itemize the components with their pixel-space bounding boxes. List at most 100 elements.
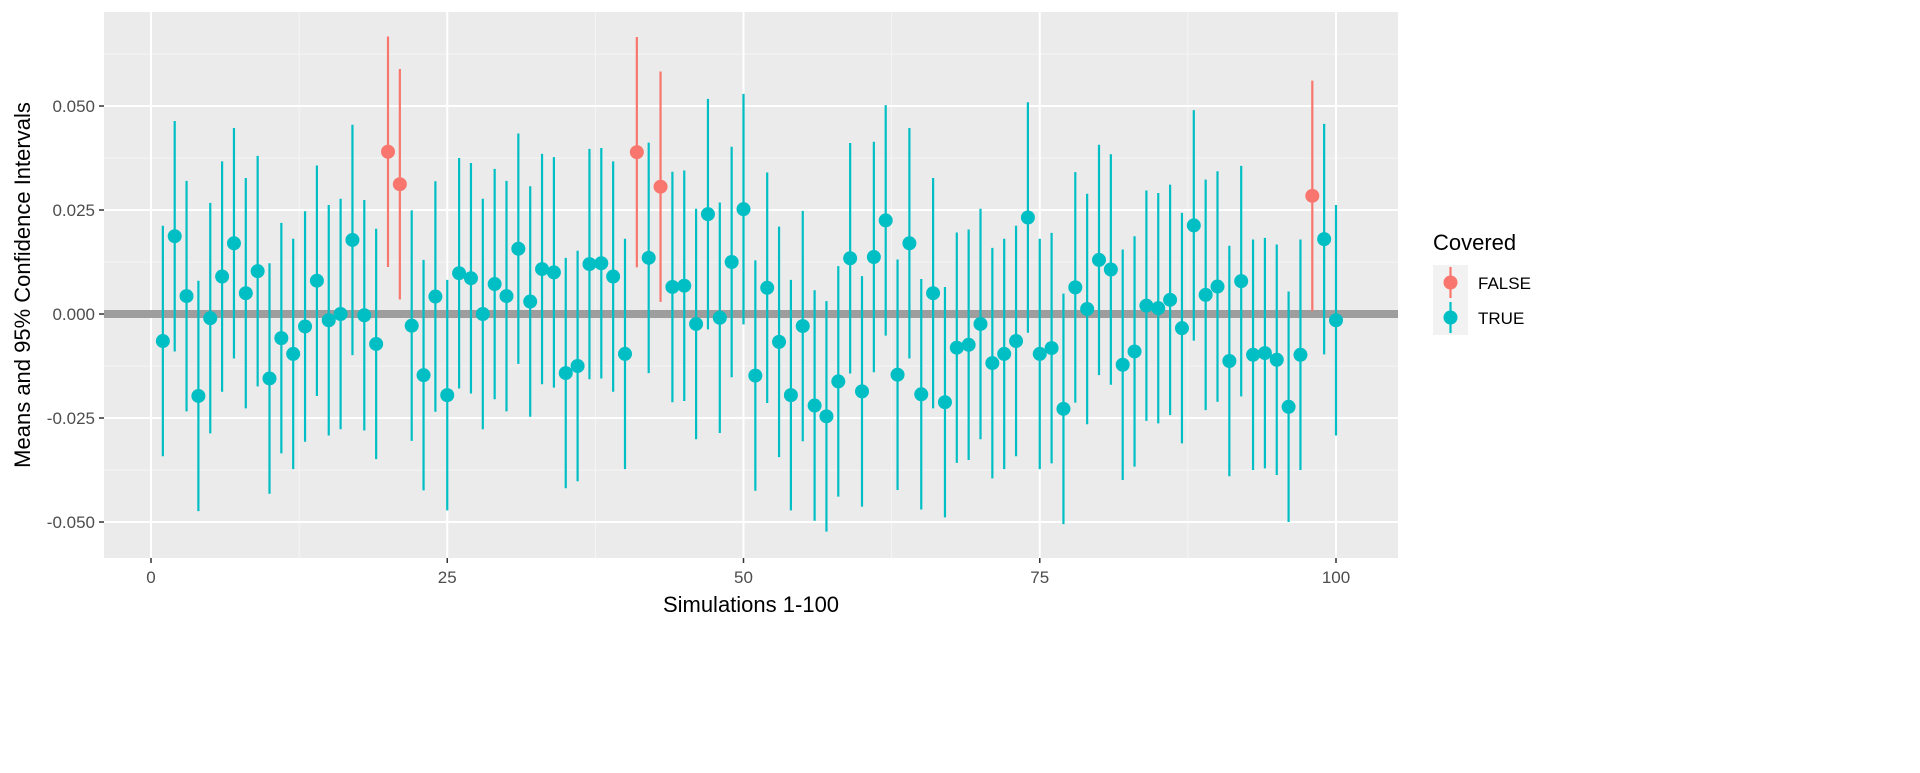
mean-point [724, 255, 739, 269]
x-tick-label: 100 [1322, 568, 1350, 587]
mean-point [807, 398, 822, 413]
mean-point [878, 213, 893, 228]
mean-point [1163, 292, 1178, 307]
mean-point [1068, 280, 1083, 295]
mean-point [795, 319, 810, 334]
mean-point [475, 307, 490, 321]
mean-point [1020, 210, 1035, 225]
mean-point [298, 319, 313, 334]
mean-point [937, 395, 952, 410]
mean-point [1127, 344, 1142, 359]
mean-point [226, 236, 241, 251]
mean-point [949, 340, 964, 355]
legend-label: FALSE [1478, 274, 1531, 293]
mean-point [1234, 274, 1249, 289]
legend: Covered FALSE TRUE [1433, 230, 1531, 335]
mean-point [594, 256, 609, 271]
mean-point [914, 387, 929, 402]
mean-point [1210, 279, 1225, 294]
mean-point [215, 269, 230, 284]
mean-point [582, 257, 597, 272]
mean-point [333, 307, 348, 321]
mean-point [618, 346, 632, 361]
mean-point [369, 336, 384, 351]
mean-point [1139, 298, 1154, 313]
mean-point [1222, 354, 1237, 369]
mean-point [392, 177, 407, 192]
mean-point [1257, 346, 1272, 361]
mean-point [404, 318, 419, 333]
y-axis: -0.050 -0.025 0.000 0.025 0.050 [47, 97, 104, 532]
mean-point [1305, 188, 1320, 203]
mean-point [570, 359, 585, 373]
legend-title: Covered [1433, 230, 1516, 255]
mean-point [1329, 313, 1343, 328]
mean-point [902, 236, 917, 251]
mean-point [926, 286, 941, 301]
mean-point [1293, 347, 1308, 362]
mean-point [155, 334, 170, 349]
mean-point [736, 202, 751, 217]
mean-point [677, 278, 692, 293]
mean-point [700, 207, 715, 222]
mean-point [629, 145, 644, 160]
mean-point [1174, 321, 1189, 336]
mean-point [523, 294, 538, 309]
mean-point [772, 334, 787, 349]
mean-point [381, 144, 395, 159]
mean-point [606, 269, 621, 284]
mean-point [546, 265, 561, 280]
mean-point [665, 279, 680, 294]
mean-point [309, 273, 324, 288]
mean-point [1056, 401, 1071, 416]
mean-point [890, 367, 905, 382]
mean-point [1009, 334, 1024, 349]
mean-point [1044, 341, 1059, 356]
mean-point [487, 277, 502, 292]
mean-point [1246, 347, 1261, 362]
mean-point [262, 371, 277, 386]
y-tick-label: 0.000 [52, 305, 95, 324]
mean-point [203, 311, 218, 326]
mean-point [843, 251, 858, 266]
legend-key-point [1443, 310, 1458, 325]
mean-point [748, 368, 763, 383]
mean-point [250, 264, 265, 279]
mean-point [191, 388, 206, 403]
mean-point [855, 384, 869, 399]
mean-point [689, 316, 704, 331]
x-axis: 0 25 50 75 100 [146, 558, 1350, 587]
y-axis-title: Means and 95% Confidence Intervals [10, 102, 35, 468]
mean-point [831, 374, 846, 389]
legend-key-point [1443, 275, 1458, 290]
mean-point [452, 266, 467, 281]
mean-point [416, 368, 431, 383]
mean-point [712, 310, 727, 325]
mean-point [1115, 357, 1130, 372]
mean-point [653, 179, 668, 194]
mean-point [167, 229, 182, 244]
plot-panel [104, 12, 1398, 558]
mean-point [345, 232, 360, 247]
mean-point [511, 241, 526, 256]
mean-point [961, 337, 976, 352]
mean-point [179, 289, 194, 304]
mean-point [1032, 346, 1047, 361]
mean-point [274, 331, 289, 346]
mean-point [1080, 302, 1095, 317]
mean-point [428, 289, 443, 304]
mean-point [783, 388, 798, 403]
mean-point [558, 366, 573, 381]
mean-point [997, 346, 1012, 361]
mean-point [641, 250, 656, 265]
x-tick-label: 75 [1030, 568, 1049, 587]
mean-point [1186, 218, 1201, 233]
legend-label: TRUE [1478, 309, 1524, 328]
mean-point [1281, 399, 1296, 414]
minor-gridlines [104, 12, 1398, 558]
mean-point [760, 280, 775, 295]
mean-point [238, 286, 253, 301]
mean-point [286, 346, 301, 361]
mean-point [1269, 352, 1284, 367]
